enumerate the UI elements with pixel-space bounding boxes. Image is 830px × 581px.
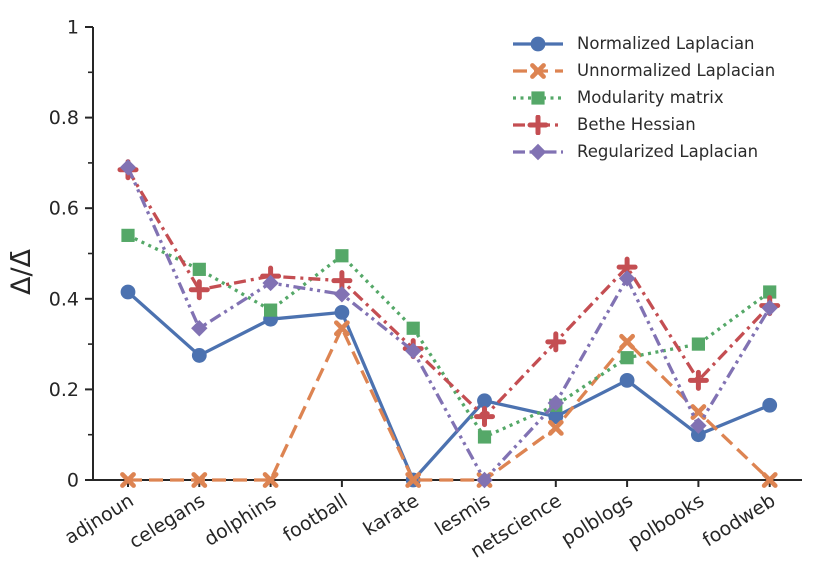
legend-item-label: Unnormalized Laplacian <box>577 61 776 80</box>
legend-item-label: Regularized Laplacian <box>577 142 759 161</box>
data-point-diamond <box>262 274 279 292</box>
data-point-x <box>262 472 279 488</box>
x-tick-label: celegans <box>125 490 209 554</box>
x-tick-label: dolphins <box>200 490 280 551</box>
data-point-circle <box>120 284 136 300</box>
data-point-square <box>264 303 278 317</box>
series-line <box>126 168 771 419</box>
data-point-square <box>477 430 492 444</box>
legend-sample-icon <box>513 36 563 52</box>
data-point-x <box>334 320 350 337</box>
y-tick-label: 0.2 <box>49 379 79 401</box>
x-tick-label: karate <box>360 490 423 541</box>
data-point-x <box>547 420 564 436</box>
legend-sample-icon <box>513 115 563 135</box>
data-point-plus <box>527 115 549 135</box>
data-point-plus <box>474 406 495 428</box>
series-line <box>128 326 771 482</box>
data-point-x <box>191 472 208 488</box>
data-point-circle <box>191 348 207 363</box>
data-point-square <box>121 228 135 242</box>
x-tick-label: football <box>279 490 351 547</box>
legend-item-label: Modularity matrix <box>577 88 724 107</box>
legend-sample-icon <box>513 143 563 161</box>
y-tick-label: 1 <box>67 17 79 39</box>
legend-item: Bethe Hessian <box>512 115 775 135</box>
legend-item: Normalized Laplacian <box>512 34 775 54</box>
data-point-circle <box>334 304 350 320</box>
data-point-circle <box>619 372 635 388</box>
data-point-diamond <box>690 417 707 434</box>
data-point-diamond <box>761 299 778 317</box>
data-point-diamond <box>191 320 208 337</box>
legend-item: Modularity matrix <box>512 88 775 108</box>
data-point-square <box>406 321 420 335</box>
series-line <box>126 290 771 482</box>
data-point-plus <box>687 369 709 391</box>
legend-item-label: Normalized Laplacian <box>577 34 755 53</box>
y-tick-label: 0 <box>67 470 79 492</box>
data-point-square <box>335 249 349 263</box>
data-point-x <box>619 333 635 350</box>
data-point-diamond <box>529 143 547 161</box>
series-line <box>126 166 772 482</box>
data-point-circle <box>762 397 778 413</box>
legend: Normalized Laplacian Unnormalized Laplaci… <box>512 34 775 169</box>
x-tick-label: adjnoun <box>61 490 138 549</box>
legend-item: Regularized Laplacian <box>512 142 775 162</box>
data-point-x <box>690 404 707 420</box>
x-tick-label: polblogs <box>557 490 636 551</box>
data-point-diamond <box>119 159 137 176</box>
data-point-circle <box>530 36 546 52</box>
x-tick-label: foodweb <box>699 490 780 552</box>
data-point-circle <box>691 427 706 443</box>
data-point-diamond <box>404 342 422 360</box>
legend-sample-icon <box>513 63 563 79</box>
y-tick-label: 0.8 <box>49 107 79 129</box>
legend-item: Unnormalized Laplacian <box>512 61 775 81</box>
data-point-diamond <box>333 286 351 303</box>
data-point-plus <box>188 279 210 301</box>
data-point-x <box>761 472 778 488</box>
data-point-plus <box>545 331 567 353</box>
data-point-square <box>763 285 777 299</box>
data-point-square <box>531 91 545 105</box>
y-tick-label: 0.6 <box>49 198 79 220</box>
data-point-plus <box>331 270 353 292</box>
data-point-diamond <box>476 471 493 489</box>
data-point-x <box>120 472 136 488</box>
data-point-square <box>691 337 705 351</box>
data-point-diamond <box>547 394 565 412</box>
y-tick-label: 0.4 <box>49 288 79 310</box>
data-point-x <box>405 472 422 488</box>
y-axis-label: Δ/Δ̄ <box>6 248 37 295</box>
legend-item-label: Bethe Hessian <box>577 115 696 134</box>
data-point-circle <box>477 393 492 409</box>
data-point-x <box>530 63 546 79</box>
legend-sample-icon <box>513 91 563 105</box>
x-tick-label: polbooks <box>624 490 708 554</box>
series-line <box>127 233 771 439</box>
data-point-square <box>192 262 206 276</box>
data-point-circle <box>548 409 564 424</box>
data-point-square <box>620 351 634 365</box>
